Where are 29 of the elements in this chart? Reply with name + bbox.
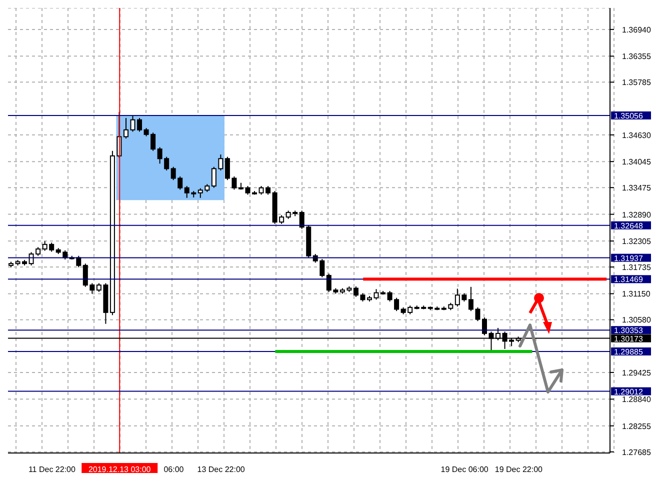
y-tick-label: 1.27685 xyxy=(622,448,652,457)
ref-line-label: 1.29885 xyxy=(614,347,644,356)
y-tick-label: 1.32305 xyxy=(622,236,652,246)
y-tick-label: 1.36940 xyxy=(622,25,652,34)
ref-line-label: 1.30353 xyxy=(614,326,644,336)
y-tick-label: 1.34630 xyxy=(622,130,652,140)
y-tick-label: 1.28840 xyxy=(622,395,652,404)
y-tick-label: 1.29425 xyxy=(622,368,652,378)
y-tick-label: 1.33475 xyxy=(622,184,652,193)
y-tick-label: 1.30580 xyxy=(622,316,652,325)
x-tick-label: 19 Dec 06:00 xyxy=(440,465,489,474)
y-tick-label: 1.31735 xyxy=(622,263,652,272)
x-tick-label: 06:00 xyxy=(164,465,184,474)
ref-line-label: 1.31937 xyxy=(614,254,644,263)
y-tick-label: 1.36355 xyxy=(622,52,652,62)
ref-line-label: 1.32648 xyxy=(614,221,644,230)
x-tick-label: 13 Dec 22:00 xyxy=(197,465,246,474)
x-tick-label: 19 Dec 22:00 xyxy=(494,465,544,474)
x-tick-label: 11 Dec 22:00 xyxy=(28,465,76,474)
ref-line-label: 1.29012 xyxy=(614,387,644,396)
ref-line-label: 1.35056 xyxy=(614,111,644,120)
x-tick-label: 2019.12.13 03:00 xyxy=(88,465,152,474)
y-tick-label: 1.31150 xyxy=(622,290,651,299)
y-tick-label: 1.35785 xyxy=(622,78,652,88)
ref-line-label: 1.30173 xyxy=(614,334,644,344)
y-tick-label: 1.28255 xyxy=(622,422,652,431)
y-tick-label: 1.32890 xyxy=(622,210,652,220)
ref-line-label: 1.31469 xyxy=(614,275,644,284)
y-tick-label: 1.34045 xyxy=(622,158,652,167)
